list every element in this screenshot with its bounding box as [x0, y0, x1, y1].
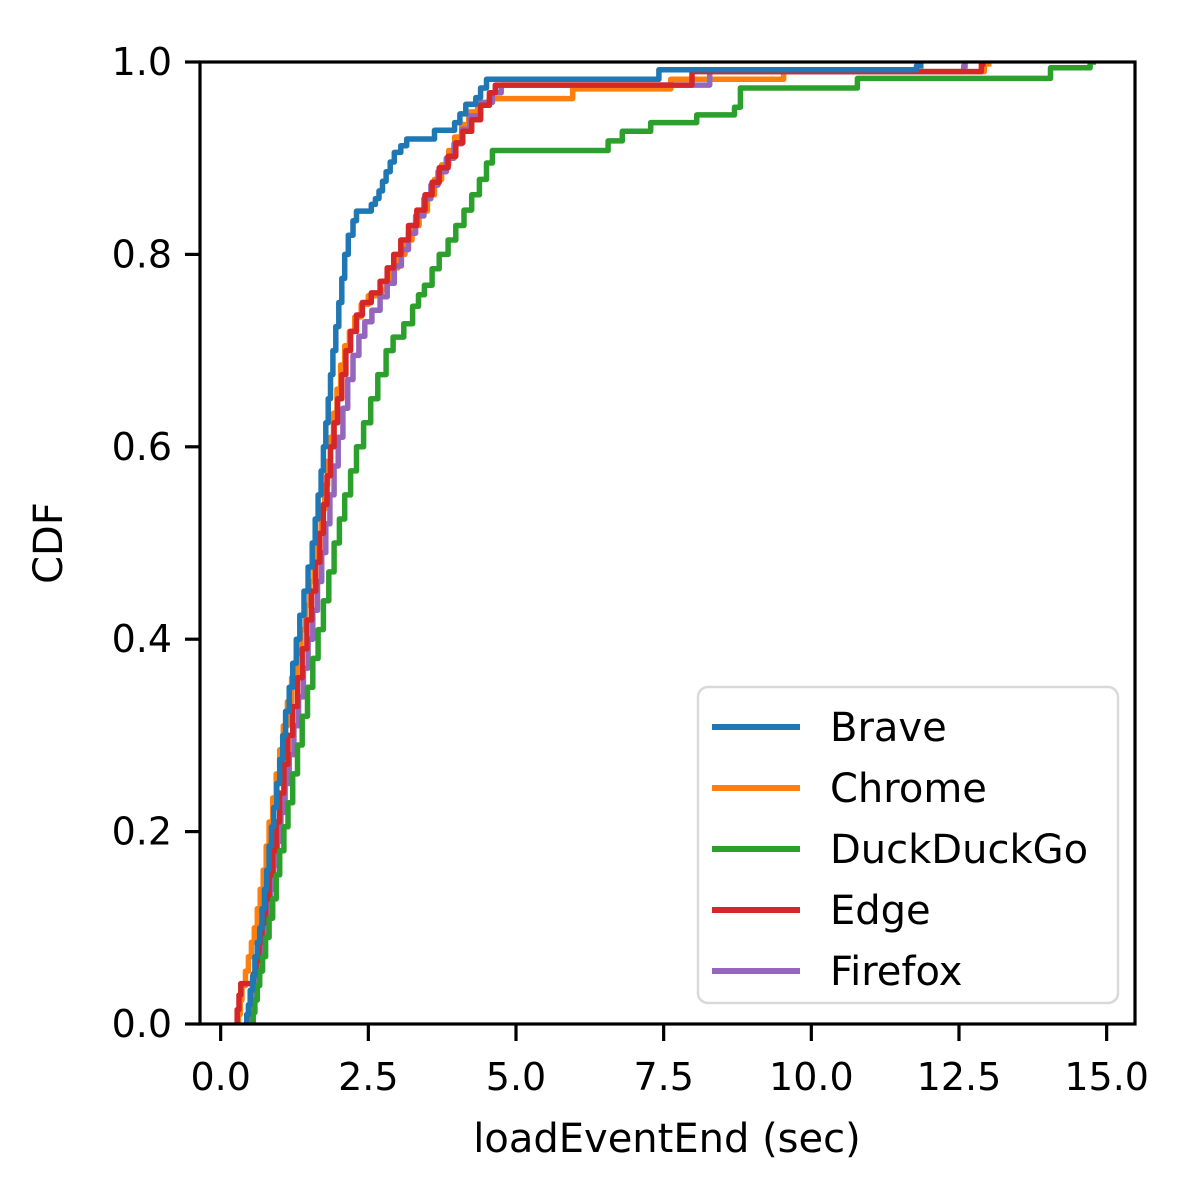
axes: 0.0 2.5 5.0 7.5 10.0 12.5 15.0 0.0 0.2 0.4 0.6 0.8 1… — [112, 40, 1149, 1099]
x-tick-label: 15.0 — [1064, 1055, 1149, 1099]
x-tick-label: 12.5 — [917, 1055, 1002, 1099]
y-tick-label: 0.4 — [112, 617, 172, 661]
legend-item-brave: Brave — [712, 705, 947, 751]
legend-item-duckduckgo: DuckDuckGo — [712, 827, 1088, 873]
y-tick-label: 1.0 — [112, 40, 172, 84]
legend-label-chrome: Chrome — [830, 766, 987, 812]
x-tick-label: 5.0 — [486, 1055, 546, 1099]
x-tick-label: 10.0 — [769, 1055, 854, 1099]
y-tick-label: 0.2 — [112, 810, 172, 854]
y-tick-label: 0.0 — [112, 1002, 172, 1046]
legend-box — [696, 685, 1120, 1005]
y-tick-label: 0.6 — [112, 425, 172, 469]
x-tick-label: 7.5 — [633, 1055, 693, 1099]
y-axis-label: CDF — [26, 502, 72, 584]
legend-label-brave: Brave — [830, 705, 947, 751]
plot-border — [198, 60, 1137, 1026]
series-lines — [234, 62, 1096, 1024]
legend-item-firefox: Firefox — [712, 949, 962, 995]
legend-label-duckduckgo: DuckDuckGo — [830, 827, 1088, 873]
x-tick-label: 2.5 — [338, 1055, 398, 1099]
series-line-duckduckgo — [250, 62, 1096, 1024]
legend-item-edge: Edge — [712, 888, 931, 934]
y-tick-label: 0.8 — [112, 232, 172, 276]
x-tick-label: 0.0 — [190, 1055, 250, 1099]
series-line-brave — [243, 63, 924, 1024]
x-axis-label: loadEventEnd (sec) — [473, 1116, 860, 1162]
legend-label-edge: Edge — [830, 888, 931, 934]
legend-label-firefox: Firefox — [830, 949, 962, 995]
legend-item-chrome: Chrome — [712, 766, 987, 812]
legend: Brave Chrome DuckDuckGo Edge Firefox — [696, 685, 1120, 1005]
